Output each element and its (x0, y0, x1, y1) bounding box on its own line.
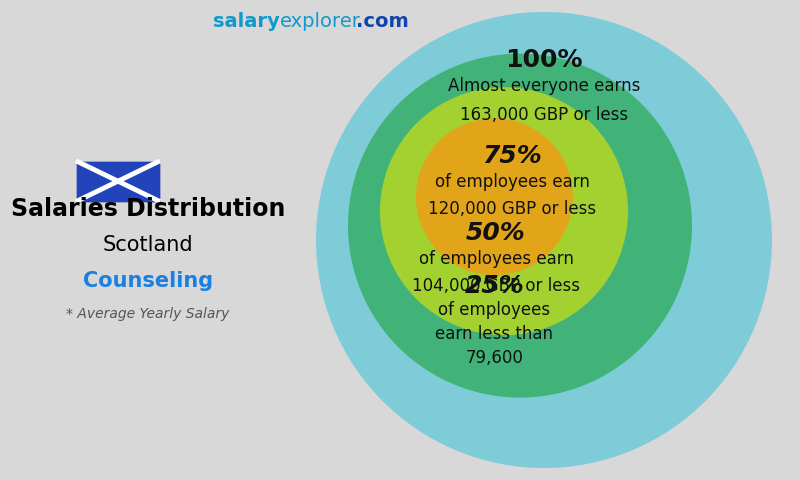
Text: 25%: 25% (465, 274, 524, 298)
Text: .com: .com (356, 12, 409, 31)
Text: Counseling: Counseling (83, 271, 213, 291)
Ellipse shape (380, 87, 628, 335)
Ellipse shape (316, 12, 772, 468)
Text: 120,000 GBP or less: 120,000 GBP or less (428, 200, 596, 218)
Text: of employees earn: of employees earn (434, 173, 590, 192)
Text: Salaries Distribution: Salaries Distribution (11, 197, 285, 221)
Ellipse shape (416, 119, 573, 275)
Text: explorer: explorer (280, 12, 361, 31)
Text: Scotland: Scotland (102, 235, 194, 255)
Text: 104,000 GBP or less: 104,000 GBP or less (412, 276, 580, 295)
Text: * Average Yearly Salary: * Average Yearly Salary (66, 307, 230, 322)
Text: 163,000 GBP or less: 163,000 GBP or less (460, 106, 628, 124)
Text: earn less than: earn less than (435, 324, 554, 343)
Text: 79,600: 79,600 (466, 348, 523, 367)
Text: of employees: of employees (438, 300, 550, 319)
Text: of employees earn: of employees earn (418, 250, 574, 268)
Bar (76, 161, 160, 202)
Ellipse shape (348, 54, 692, 397)
Text: 75%: 75% (482, 144, 542, 168)
Text: Almost everyone earns: Almost everyone earns (448, 77, 640, 96)
Text: 50%: 50% (466, 221, 526, 245)
Text: 100%: 100% (506, 48, 582, 72)
Text: salary: salary (214, 12, 280, 31)
